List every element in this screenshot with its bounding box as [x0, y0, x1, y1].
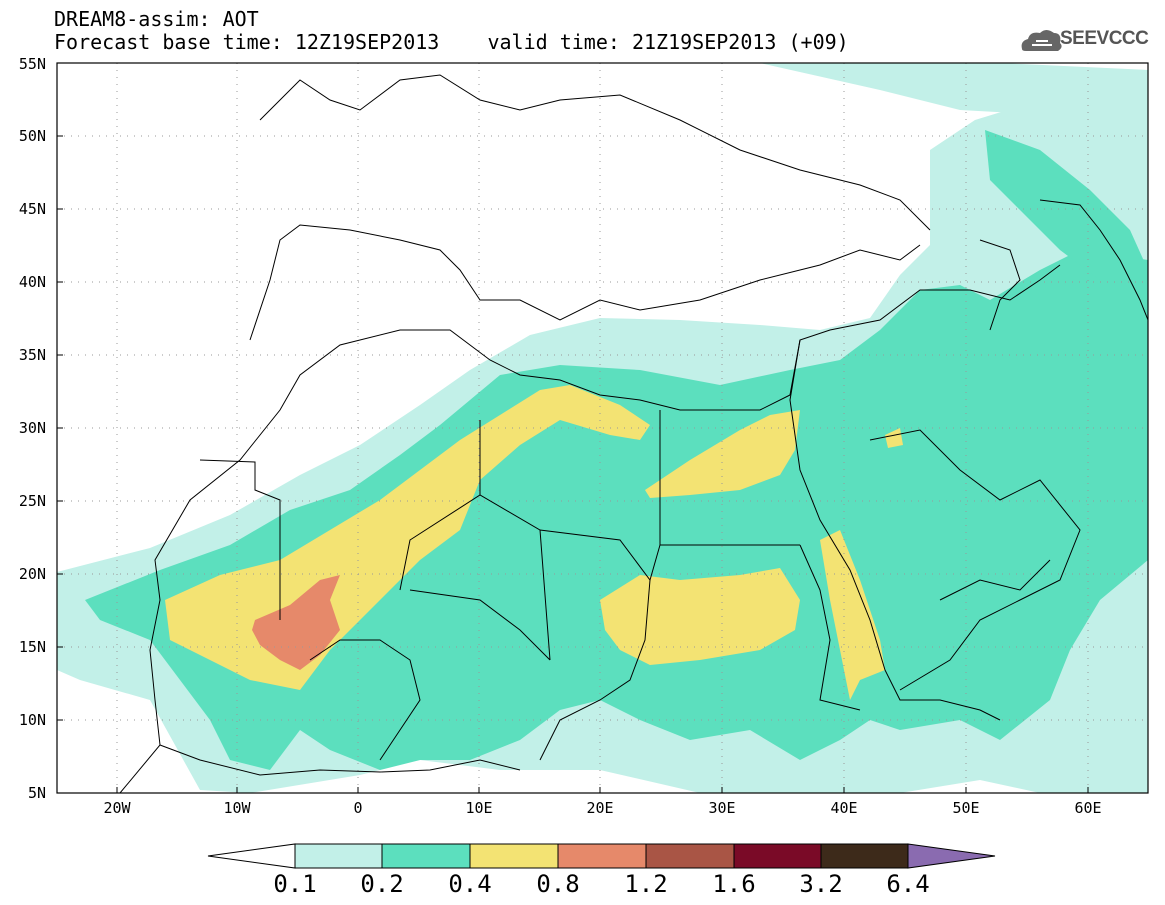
- colorbar-label: 0.1: [273, 870, 317, 898]
- lat-label: 40N: [18, 273, 46, 291]
- colorbar-right-arrow: [907, 843, 996, 869]
- aot-level-0.4-redsea: [820, 530, 885, 700]
- colorbar-bin-3.2: [820, 843, 909, 869]
- colorbar-bin-1.2: [645, 843, 735, 869]
- lon-label: 30E: [708, 799, 736, 817]
- lon-label: 10W: [223, 799, 251, 817]
- aot-level-0.4-sudan: [600, 568, 800, 665]
- aot-shading: [57, 63, 1148, 793]
- colorbar-bin-0.1: [294, 843, 383, 869]
- aot-level-0.1-northband: [760, 63, 1148, 115]
- graticule: [57, 63, 1148, 793]
- aot-level-0.4-egypt: [645, 410, 800, 498]
- coastlines: [104, 74, 1148, 793]
- colorbar-bin-1.6: [733, 843, 822, 869]
- aot-level-0.8-mali: [252, 575, 340, 670]
- lon-label: 0: [353, 799, 363, 817]
- colorbar-label: 3.2: [799, 870, 843, 898]
- lon-label: 50E: [952, 799, 980, 817]
- colorbar-bin-0.2: [381, 843, 471, 869]
- lat-label: 5N: [27, 784, 46, 802]
- lat-label: 55N: [18, 55, 46, 73]
- lon-label: 40E: [830, 799, 858, 817]
- aot-level-0.4-spot: [885, 428, 903, 448]
- colorbar-label: 6.4: [886, 870, 930, 898]
- lat-label: 20N: [18, 565, 46, 583]
- lat-label: 30N: [18, 419, 46, 437]
- lat-label: 10N: [18, 711, 46, 729]
- lat-label: 15N: [18, 638, 46, 656]
- lat-label: 25N: [18, 492, 46, 510]
- colorbar-label: 1.2: [624, 870, 668, 898]
- lon-label: 20E: [586, 799, 614, 817]
- cloud-logo-icon: [1021, 30, 1062, 51]
- lon-label: 60E: [1074, 799, 1102, 817]
- lon-label: 10E: [465, 799, 493, 817]
- axis-ticks: [57, 62, 1089, 793]
- lat-label: 35N: [18, 346, 46, 364]
- lat-label: 50N: [18, 127, 46, 145]
- lat-label: 45N: [18, 200, 46, 218]
- colorbar-bin-0.8: [557, 843, 647, 869]
- lon-label: 20W: [103, 799, 131, 817]
- colorbar-bin-0.4: [469, 843, 559, 869]
- colorbar-label: 1.6: [712, 870, 756, 898]
- aot-level-0.2-caspian: [985, 130, 1148, 280]
- forecast-time-line: Forecast base time: 12Z19SEP2013 valid t…: [54, 30, 849, 54]
- colorbar-label: 0.4: [448, 870, 492, 898]
- colorbar-label: 0.8: [536, 870, 580, 898]
- colorbar-left-arrow: [207, 843, 296, 869]
- logo-text: SEEVCCC: [1060, 28, 1149, 49]
- chart-title: DREAM8-assim: AOT: [54, 7, 259, 31]
- colorbar-label: 0.2: [360, 870, 404, 898]
- colorbar: [207, 843, 996, 869]
